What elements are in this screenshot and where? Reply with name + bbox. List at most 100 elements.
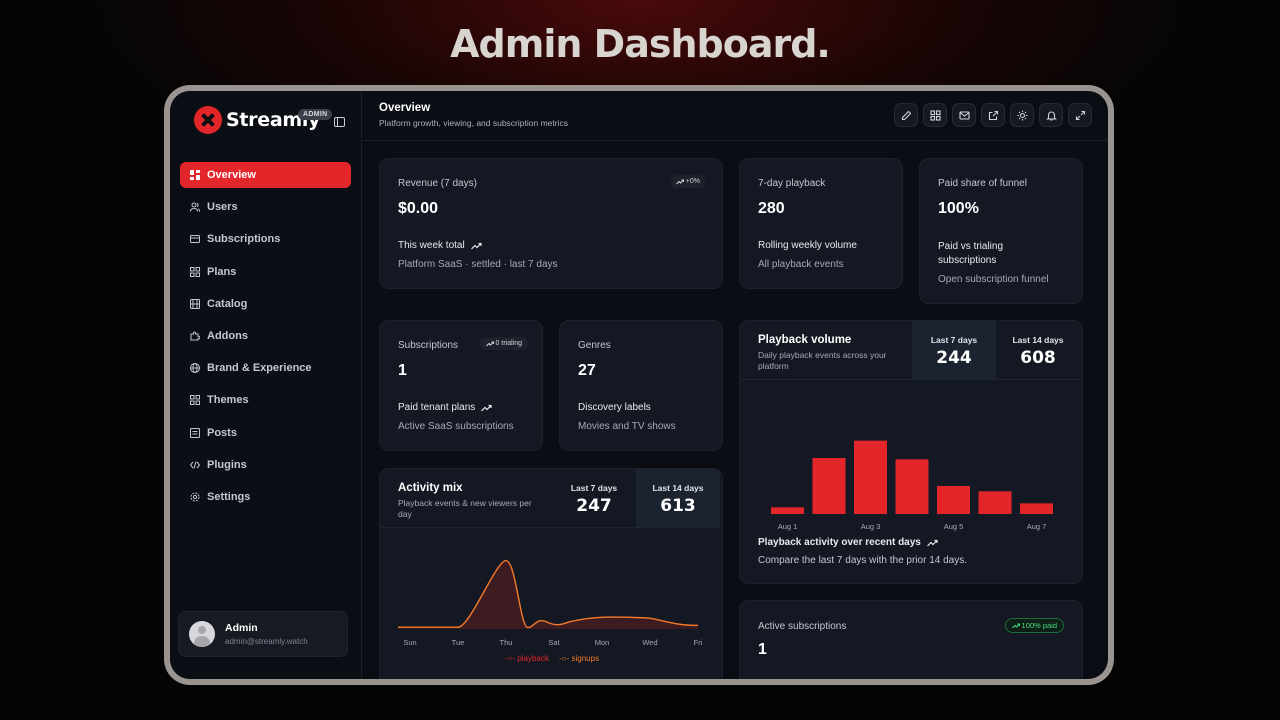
sidebar-item-label: Addons [207, 329, 248, 342]
card-detail: Active SaaS subscriptions [398, 421, 514, 432]
stat-last-14-days[interactable]: Last 14 days 613 [636, 469, 720, 527]
x-tick-label: Thu [500, 638, 513, 647]
bar-aug-1 [771, 507, 804, 514]
card-value: 100% [938, 200, 979, 217]
sidebar-item-label: Overview [207, 169, 256, 181]
card-label: 7-day playback [758, 178, 826, 189]
grid-view-button[interactable] [923, 103, 947, 127]
card-detail: Movies and TV shows [578, 421, 676, 432]
card-value: 27 [578, 362, 596, 379]
globe-icon [190, 363, 200, 374]
sidebar-item-brand-experience[interactable]: Brand & Experience [180, 355, 351, 381]
trend-badge: +0% [669, 175, 706, 188]
sidebar-item-posts[interactable]: Posts [180, 420, 351, 446]
sidebar-item-label: Users [207, 201, 238, 214]
stat-last-14-days[interactable]: Last 14 days 608 [996, 321, 1080, 379]
avatar [189, 621, 215, 647]
user-card[interactable]: Admin admin@streamly.watch [178, 611, 348, 657]
bar-aug-2 [812, 458, 846, 514]
revenue-card: Revenue (7 days) +0% $0.00 This week tot… [379, 158, 723, 289]
playback-bar-chart: Aug 1 Aug 3 Aug 5 Aug 7 [771, 440, 1053, 531]
subscriptions-card: Subscriptions 0 trialing 1 Paid tenant p… [379, 320, 543, 451]
card-value: $0.00 [398, 200, 439, 217]
trend-up-icon [675, 179, 684, 184]
page-title: Overview [379, 102, 431, 114]
card-label: Active subscriptions [758, 621, 847, 632]
bar-aug-7 [1020, 503, 1053, 514]
x-tick-label: Aug 5 [944, 522, 964, 531]
sidebar-nav: Overview Users Subscriptions Plans Catal… [180, 162, 351, 510]
sidebar-item-label: Themes [207, 394, 249, 407]
sidebar-item-label: Subscriptions [207, 233, 281, 246]
fullscreen-button[interactable] [1068, 103, 1092, 127]
series-line-playback [398, 559, 699, 629]
users-icon [190, 202, 200, 212]
theme-toggle-button[interactable] [1010, 103, 1034, 127]
card-value: 1 [758, 641, 767, 658]
stat-label: Last 7 days [930, 335, 978, 345]
sidebar-item-users[interactable]: Users [180, 194, 351, 220]
brand-name: Streamly [226, 109, 321, 131]
stat-last-7-days[interactable]: Last 7 days 244 [912, 321, 996, 379]
card-detail: Open subscription funnel [938, 274, 1049, 285]
grid-icon [190, 395, 200, 406]
mail-button[interactable] [952, 103, 976, 127]
expand-icon [1075, 110, 1085, 120]
sidebar-item-label: Posts [207, 426, 237, 439]
stat-value: 247 [576, 496, 612, 516]
grid-icon [929, 109, 941, 121]
series-line-signups [398, 559, 699, 629]
sidebar-item-subscriptions[interactable]: Subscriptions [180, 226, 351, 252]
external-link-icon [988, 110, 998, 120]
sidebar-item-overview[interactable]: Overview [180, 162, 351, 188]
paid-badge: 100% paid [1004, 618, 1064, 633]
x-tick-label: Fri [694, 638, 703, 647]
sidebar-item-themes[interactable]: Themes [180, 387, 351, 413]
x-tick-label: Aug 3 [861, 522, 881, 531]
legend-item-signups[interactable]: -○- signups [559, 654, 600, 663]
card-detail: Platform SaaS · settled · last 7 days [398, 259, 558, 270]
stat-last-7-days[interactable]: Last 7 days 247 [552, 469, 636, 527]
bell-icon [1045, 111, 1057, 121]
notifications-button[interactable] [1039, 103, 1063, 127]
edit-button[interactable] [894, 103, 918, 127]
hero-title: Admin Dashboard. [450, 22, 831, 66]
trend-up-icon [485, 341, 494, 346]
playback-7day-card: 7-day playback 280 Rolling weekly volume… [739, 158, 903, 289]
sidebar-item-plugins[interactable]: Plugins [180, 452, 351, 478]
brand[interactable]: Streamly ADMIN [180, 91, 351, 149]
user-email: admin@streamly.watch [225, 637, 308, 646]
sun-icon [1017, 110, 1027, 120]
main-content: Overview Platform growth, viewing, and s… [362, 91, 1108, 679]
sidebar-item-label: Catalog [207, 297, 248, 310]
playback-volume-card: Playback volume Daily playback events ac… [739, 320, 1083, 584]
x-tick-label: Mon [595, 638, 610, 647]
sidebar-item-label: Settings [207, 490, 251, 503]
sidebar-item-catalog[interactable]: Catalog [180, 291, 351, 317]
legend-item-playback[interactable]: -○- playback [504, 654, 549, 663]
card-caption: Discovery labels [578, 402, 651, 413]
chart-legend: -○- playback -○- signups [380, 654, 722, 663]
x-tick-label: Wed [642, 638, 657, 647]
pencil-icon [901, 110, 911, 120]
trend-up-icon [1011, 623, 1020, 628]
x-tick-label: Sun [403, 638, 416, 647]
chart-subtitle: Playback events & new viewers per day [398, 498, 532, 519]
trend-up-icon [926, 539, 938, 546]
trialing-badge: 0 trialing [479, 337, 528, 350]
chart-footer-title: Playback activity over recent days [758, 537, 938, 548]
x-tick-label: Aug 1 [778, 522, 798, 531]
sidebar-item-label: Plugins [207, 458, 247, 471]
grid-icon [190, 266, 200, 277]
card-detail: All playback events [758, 259, 844, 270]
sidebar-item-settings[interactable]: Settings [180, 484, 351, 510]
admin-badge: ADMIN [298, 109, 333, 120]
sidebar-item-addons[interactable]: Addons [180, 323, 351, 349]
dashboard-icon [190, 170, 200, 180]
sidebar-collapse-icon[interactable] [334, 117, 345, 127]
card-label: Genres [578, 340, 611, 351]
document-icon [190, 427, 200, 438]
sidebar-item-plans[interactable]: Plans [180, 259, 351, 285]
external-link-button[interactable] [981, 103, 1005, 127]
bar-aug-5 [937, 486, 970, 514]
